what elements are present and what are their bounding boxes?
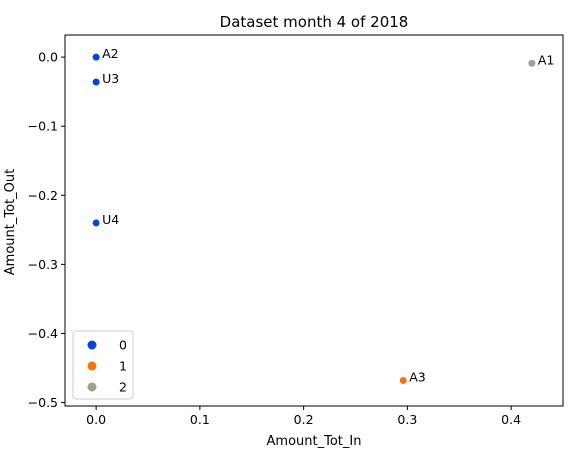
x-axis: 0.0 0.1 0.2 0.3 0.4 (86, 406, 521, 427)
x-tick-label: 0.2 (294, 412, 314, 427)
data-point (92, 219, 100, 227)
x-tick-label: 0.1 (190, 412, 210, 427)
point-label: A2 (102, 46, 119, 61)
x-axis-label: Amount_Tot_In (267, 434, 362, 449)
y-tick-label: −0.2 (28, 188, 58, 203)
chart-title: Dataset month 4 of 2018 (220, 13, 409, 31)
data-point (92, 53, 100, 61)
legend-marker (87, 382, 97, 392)
legend-label: 2 (119, 380, 127, 395)
y-tick-label: −0.5 (28, 395, 58, 410)
y-tick-label: −0.4 (28, 326, 58, 341)
legend-marker (87, 340, 97, 350)
data-points: A2 U3 U4 A3 A1 (92, 46, 555, 384)
y-axis: 0.0 −0.1 −0.2 −0.3 −0.4 −0.5 (28, 50, 65, 410)
point-label: A3 (409, 369, 426, 384)
y-axis-label: Amount_Tot_Out (3, 169, 18, 275)
point-label: A1 (538, 52, 555, 67)
y-tick-label: −0.3 (28, 257, 58, 272)
legend-label: 0 (119, 338, 127, 353)
legend-marker (87, 361, 97, 371)
x-tick-label: 0.0 (86, 412, 106, 427)
point-label: U3 (102, 71, 119, 86)
data-point (399, 376, 407, 384)
plot-frame (64, 34, 564, 407)
point-label: U4 (102, 212, 119, 227)
legend: 0 1 2 (72, 330, 134, 400)
data-point (528, 59, 536, 67)
legend-label: 1 (119, 359, 127, 374)
y-tick-label: 0.0 (38, 50, 58, 65)
x-tick-label: 0.4 (501, 412, 521, 427)
legend-box (72, 330, 134, 400)
data-point (92, 78, 100, 86)
y-tick-label: −0.1 (28, 119, 58, 134)
x-tick-label: 0.3 (397, 412, 417, 427)
